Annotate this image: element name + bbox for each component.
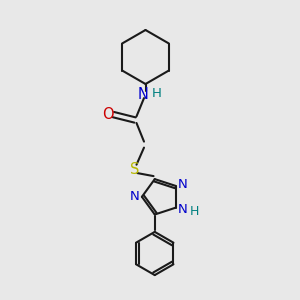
Text: N: N xyxy=(178,178,188,191)
Text: H: H xyxy=(190,205,199,218)
Text: O: O xyxy=(103,107,114,122)
Text: H: H xyxy=(152,86,162,100)
Text: N: N xyxy=(130,190,139,203)
Text: N: N xyxy=(138,87,148,102)
Text: N: N xyxy=(178,203,188,216)
Text: S: S xyxy=(130,162,140,177)
